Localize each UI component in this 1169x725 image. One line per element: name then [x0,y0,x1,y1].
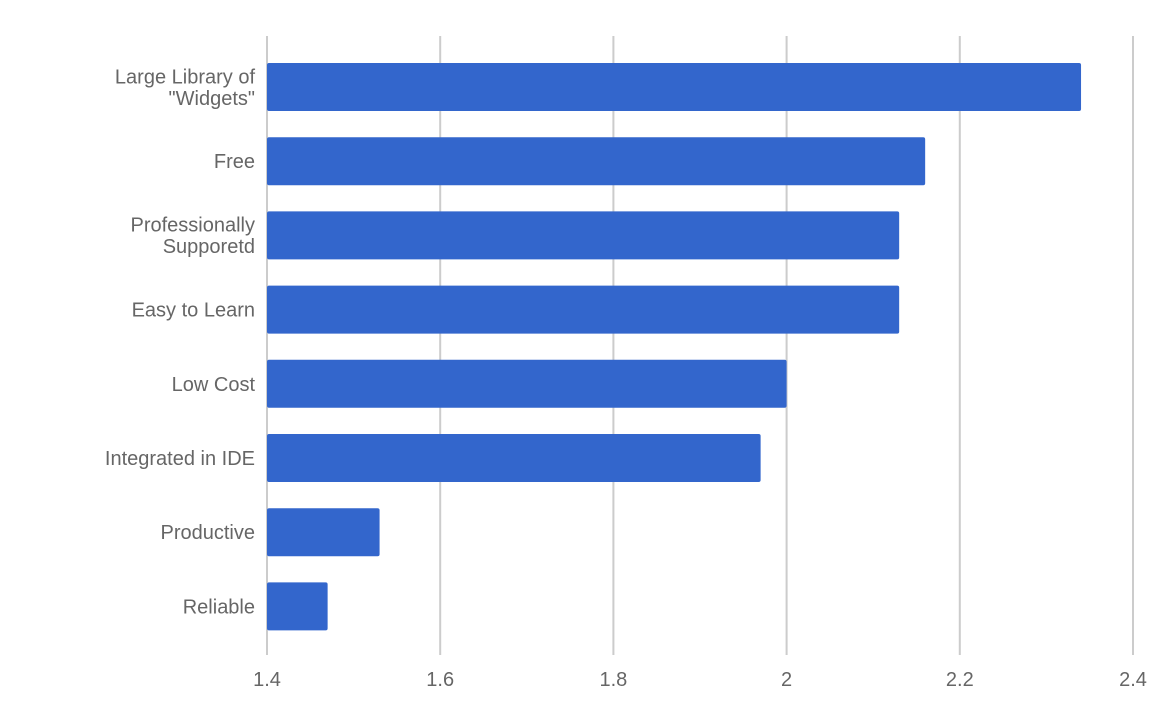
x-tick-label-4: 2.2 [946,669,974,691]
bars [267,63,1082,631]
bar-3 [267,285,900,334]
category-label-4: Low Cost [172,374,256,396]
bar-2 [267,211,900,260]
x-tick-label-5: 2.4 [1119,669,1147,691]
x-axis-tick-labels: 1.4 1.6 1.8 2 2.2 2.4 [253,669,1147,691]
bar-1 [267,137,926,186]
category-label-4-line-0: Low Cost [172,374,256,396]
category-label-3-line-0: Easy to Learn [132,300,255,322]
category-label-6-line-0: Productive [161,522,256,544]
bar-5 [267,434,761,482]
x-tick-label-1: 1.6 [426,669,454,691]
category-labels: Large Library of "Widgets" Free Professiona… [105,66,256,618]
bar-7 [267,582,328,631]
category-label-3: Easy to Learn [132,300,255,322]
x-tick-label-2: 1.8 [599,669,627,691]
category-label-1: Free [214,151,255,173]
bar-6 [267,508,380,557]
category-label-5: Integrated in IDE [105,448,255,470]
category-label-0-line-0: Large Library of [115,66,256,88]
category-label-2: Professionally Supporetd [130,215,255,259]
category-label-0-line-1: "Widgets" [169,88,255,110]
x-tick-label-3: 2 [781,669,792,691]
bar-4 [267,359,787,408]
category-label-0: Large Library of "Widgets" [115,66,256,110]
gridlines [266,36,1134,655]
category-label-7-line-0: Reliable [183,596,255,618]
x-tick-label-0: 1.4 [253,669,281,691]
bar-0 [267,63,1082,111]
category-label-6: Productive [161,522,256,544]
category-label-7: Reliable [183,596,255,618]
category-label-2-line-1: Supporetd [163,236,255,258]
category-label-2-line-0: Professionally [130,215,255,237]
category-label-5-line-0: Integrated in IDE [105,448,255,470]
category-label-1-line-0: Free [214,151,255,173]
